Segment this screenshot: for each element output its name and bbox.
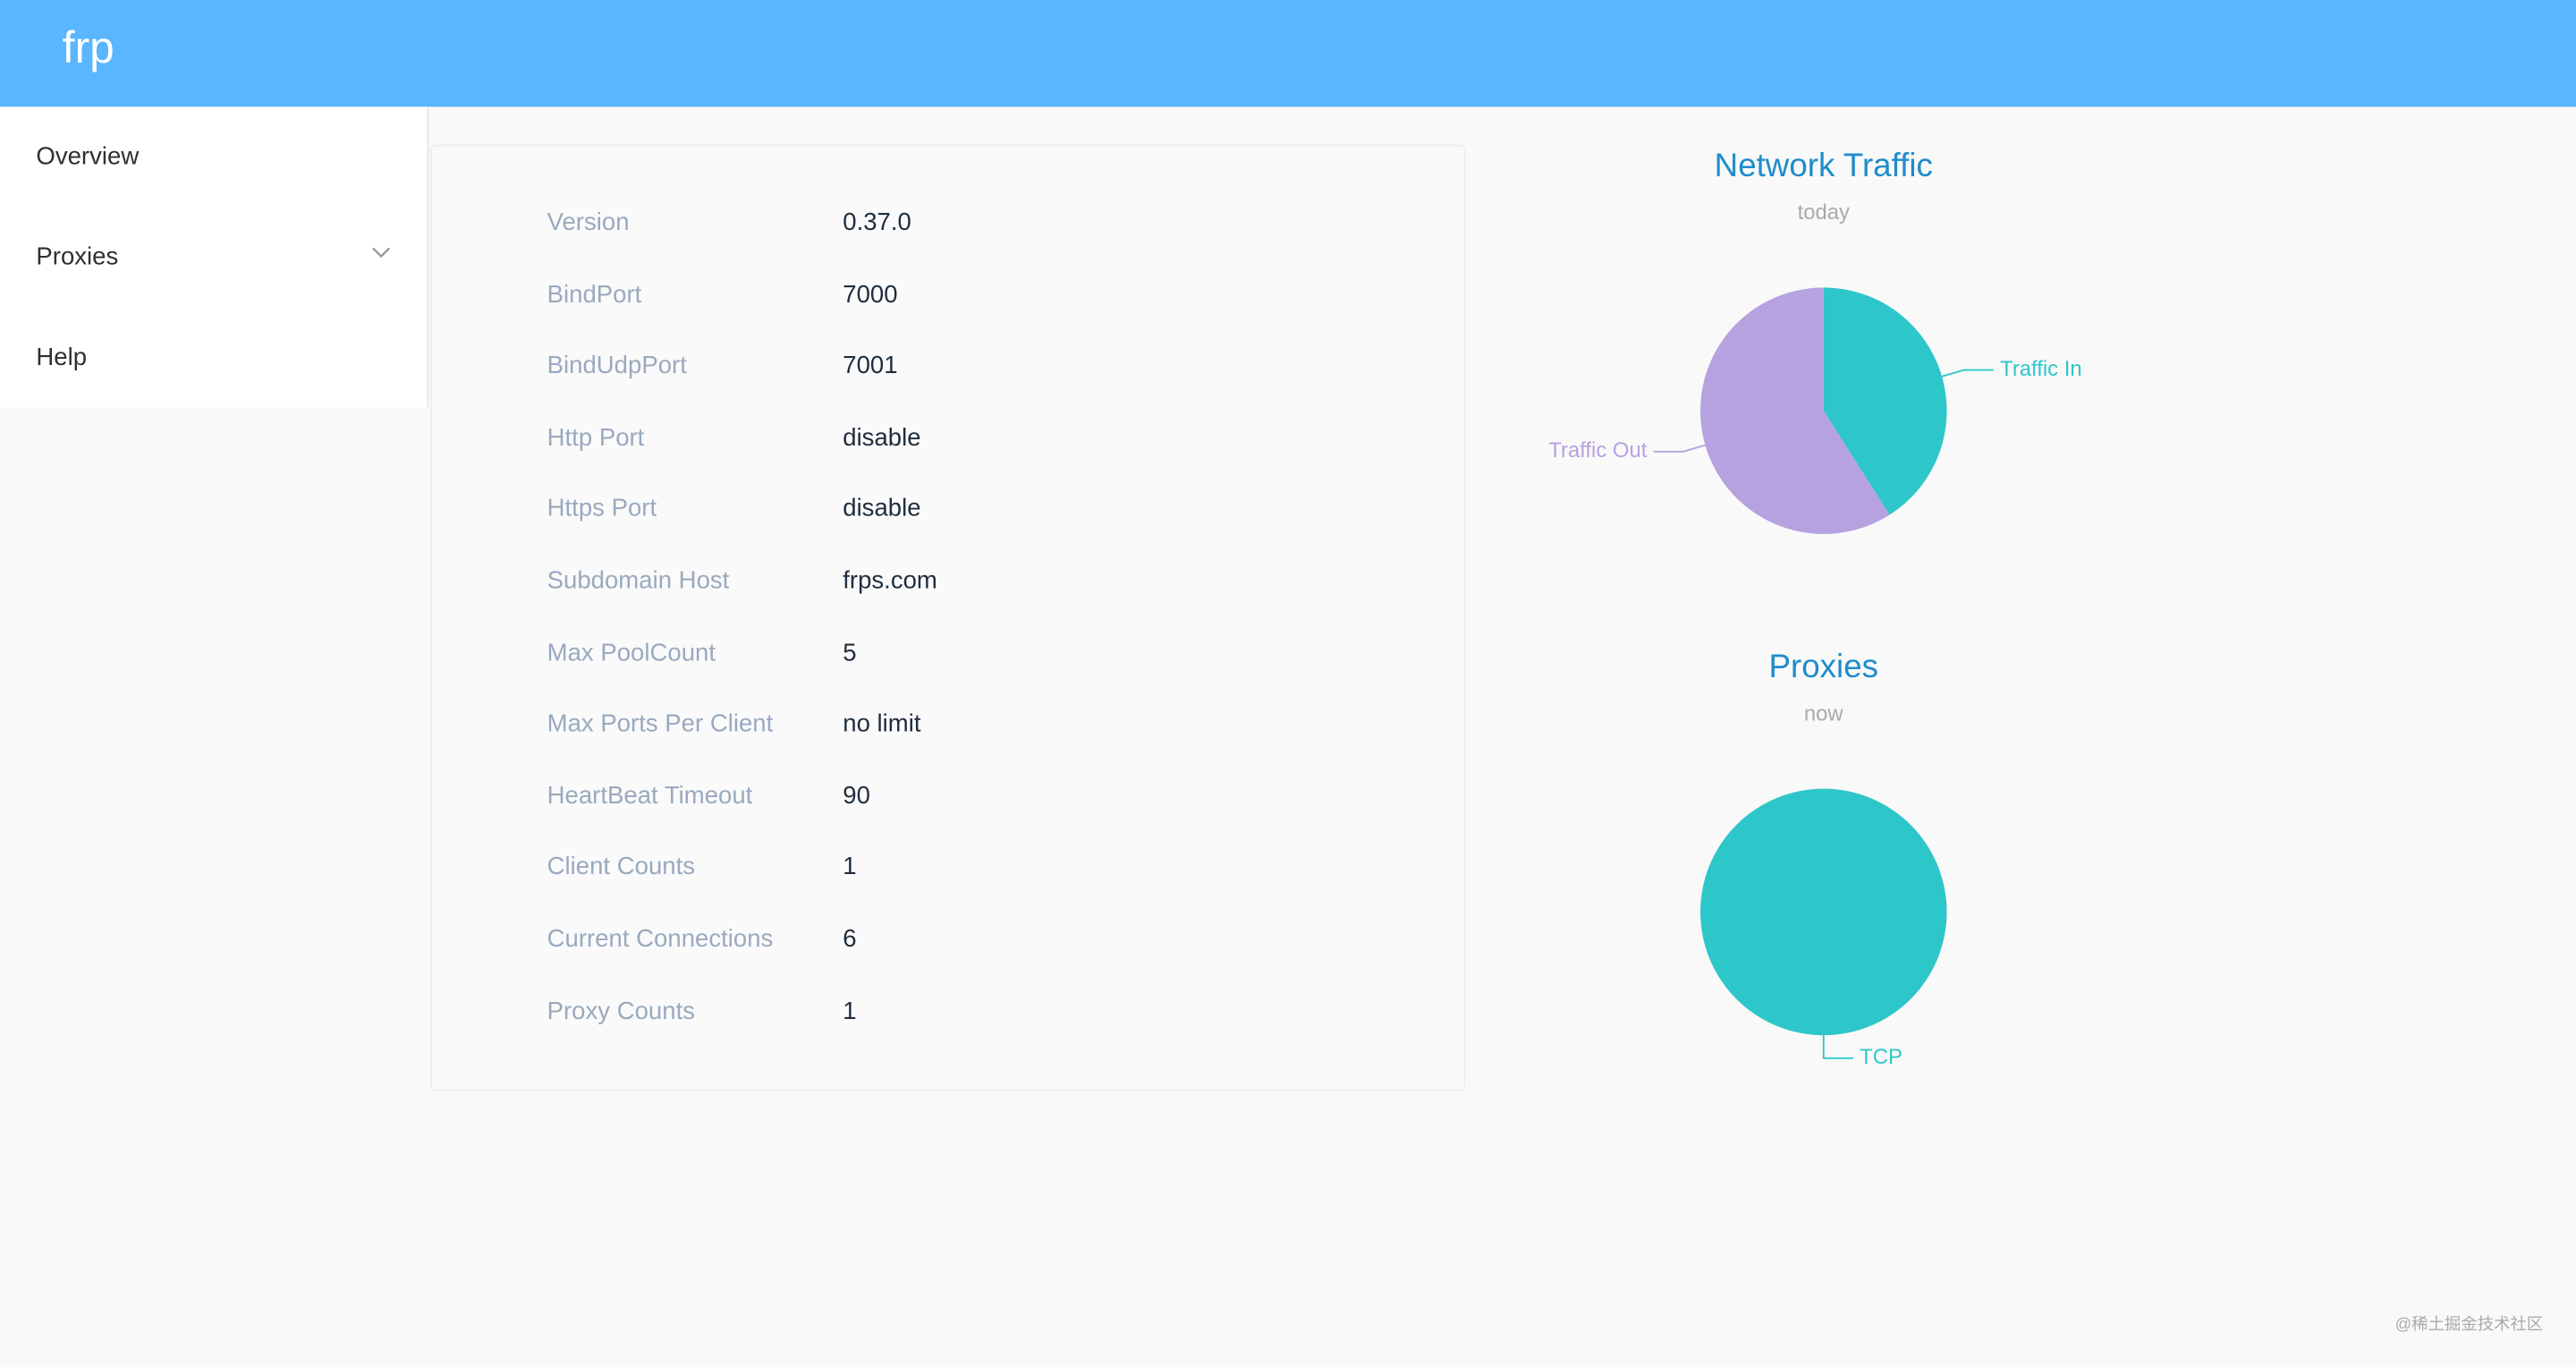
info-value: 7000 bbox=[843, 280, 898, 309]
logo[interactable]: frp bbox=[62, 22, 114, 72]
info-value: frps.com bbox=[843, 566, 937, 595]
chart-subtitle: now bbox=[1804, 701, 1844, 726]
chevron[interactable] bbox=[371, 247, 391, 260]
label-line bbox=[1941, 369, 1994, 378]
info-label: Version bbox=[547, 208, 630, 237]
info-value: 5 bbox=[843, 638, 857, 667]
chart-subtitle: today bbox=[1798, 200, 1850, 225]
info-value: 90 bbox=[843, 781, 870, 811]
pie-slice bbox=[1823, 287, 1947, 515]
watermark: @稀土掘金技术社区 bbox=[2394, 1316, 2544, 1335]
info-value: 0.37.0 bbox=[843, 208, 911, 237]
info-value: 1 bbox=[843, 997, 857, 1025]
info-value: 1 bbox=[843, 853, 857, 882]
slice-label: Traffic Out bbox=[1548, 438, 1647, 463]
info-value: disable bbox=[843, 495, 921, 523]
slice-label: TCP bbox=[1860, 1045, 1902, 1069]
info-value: 6 bbox=[843, 925, 857, 954]
label-line bbox=[1653, 444, 1706, 453]
info-label: Proxy Counts bbox=[547, 997, 696, 1025]
info-value: no limit bbox=[843, 709, 921, 739]
info-label: Https Port bbox=[547, 495, 657, 523]
info-value: 7001 bbox=[843, 352, 898, 380]
info-label: Http Port bbox=[547, 423, 645, 452]
pie-slice bbox=[1700, 287, 1890, 534]
info-label: Client Counts bbox=[547, 853, 696, 882]
info-label: HeartBeat Timeout bbox=[547, 781, 753, 811]
label-line bbox=[1822, 1035, 1853, 1059]
info-label: Max Ports Per Client bbox=[547, 709, 774, 739]
menu-item[interactable]: Proxies bbox=[36, 242, 119, 272]
chart-title: Proxies bbox=[1769, 648, 1878, 684]
pie-slice bbox=[1700, 788, 1947, 1036]
sidebar: Overview Proxies Help bbox=[0, 106, 429, 408]
info-label: Max PoolCount bbox=[547, 638, 716, 667]
info-label: Subdomain Host bbox=[547, 566, 730, 595]
slice-label: Traffic In bbox=[2000, 357, 2082, 381]
info-label: Current Connections bbox=[547, 925, 774, 954]
info-label: BindPort bbox=[547, 280, 642, 309]
info-label: BindUdpPort bbox=[547, 352, 687, 380]
chart-title: Network Traffic bbox=[1715, 147, 1933, 183]
info-value: disable bbox=[843, 423, 921, 452]
header: frp bbox=[0, 0, 2576, 107]
info-card: Version 0.37.0 BindPort 7000 BindUdpPort 7001… bbox=[430, 144, 1466, 1091]
menu-item[interactable]: Help bbox=[36, 343, 88, 372]
menu-item[interactable]: Overview bbox=[36, 142, 140, 172]
